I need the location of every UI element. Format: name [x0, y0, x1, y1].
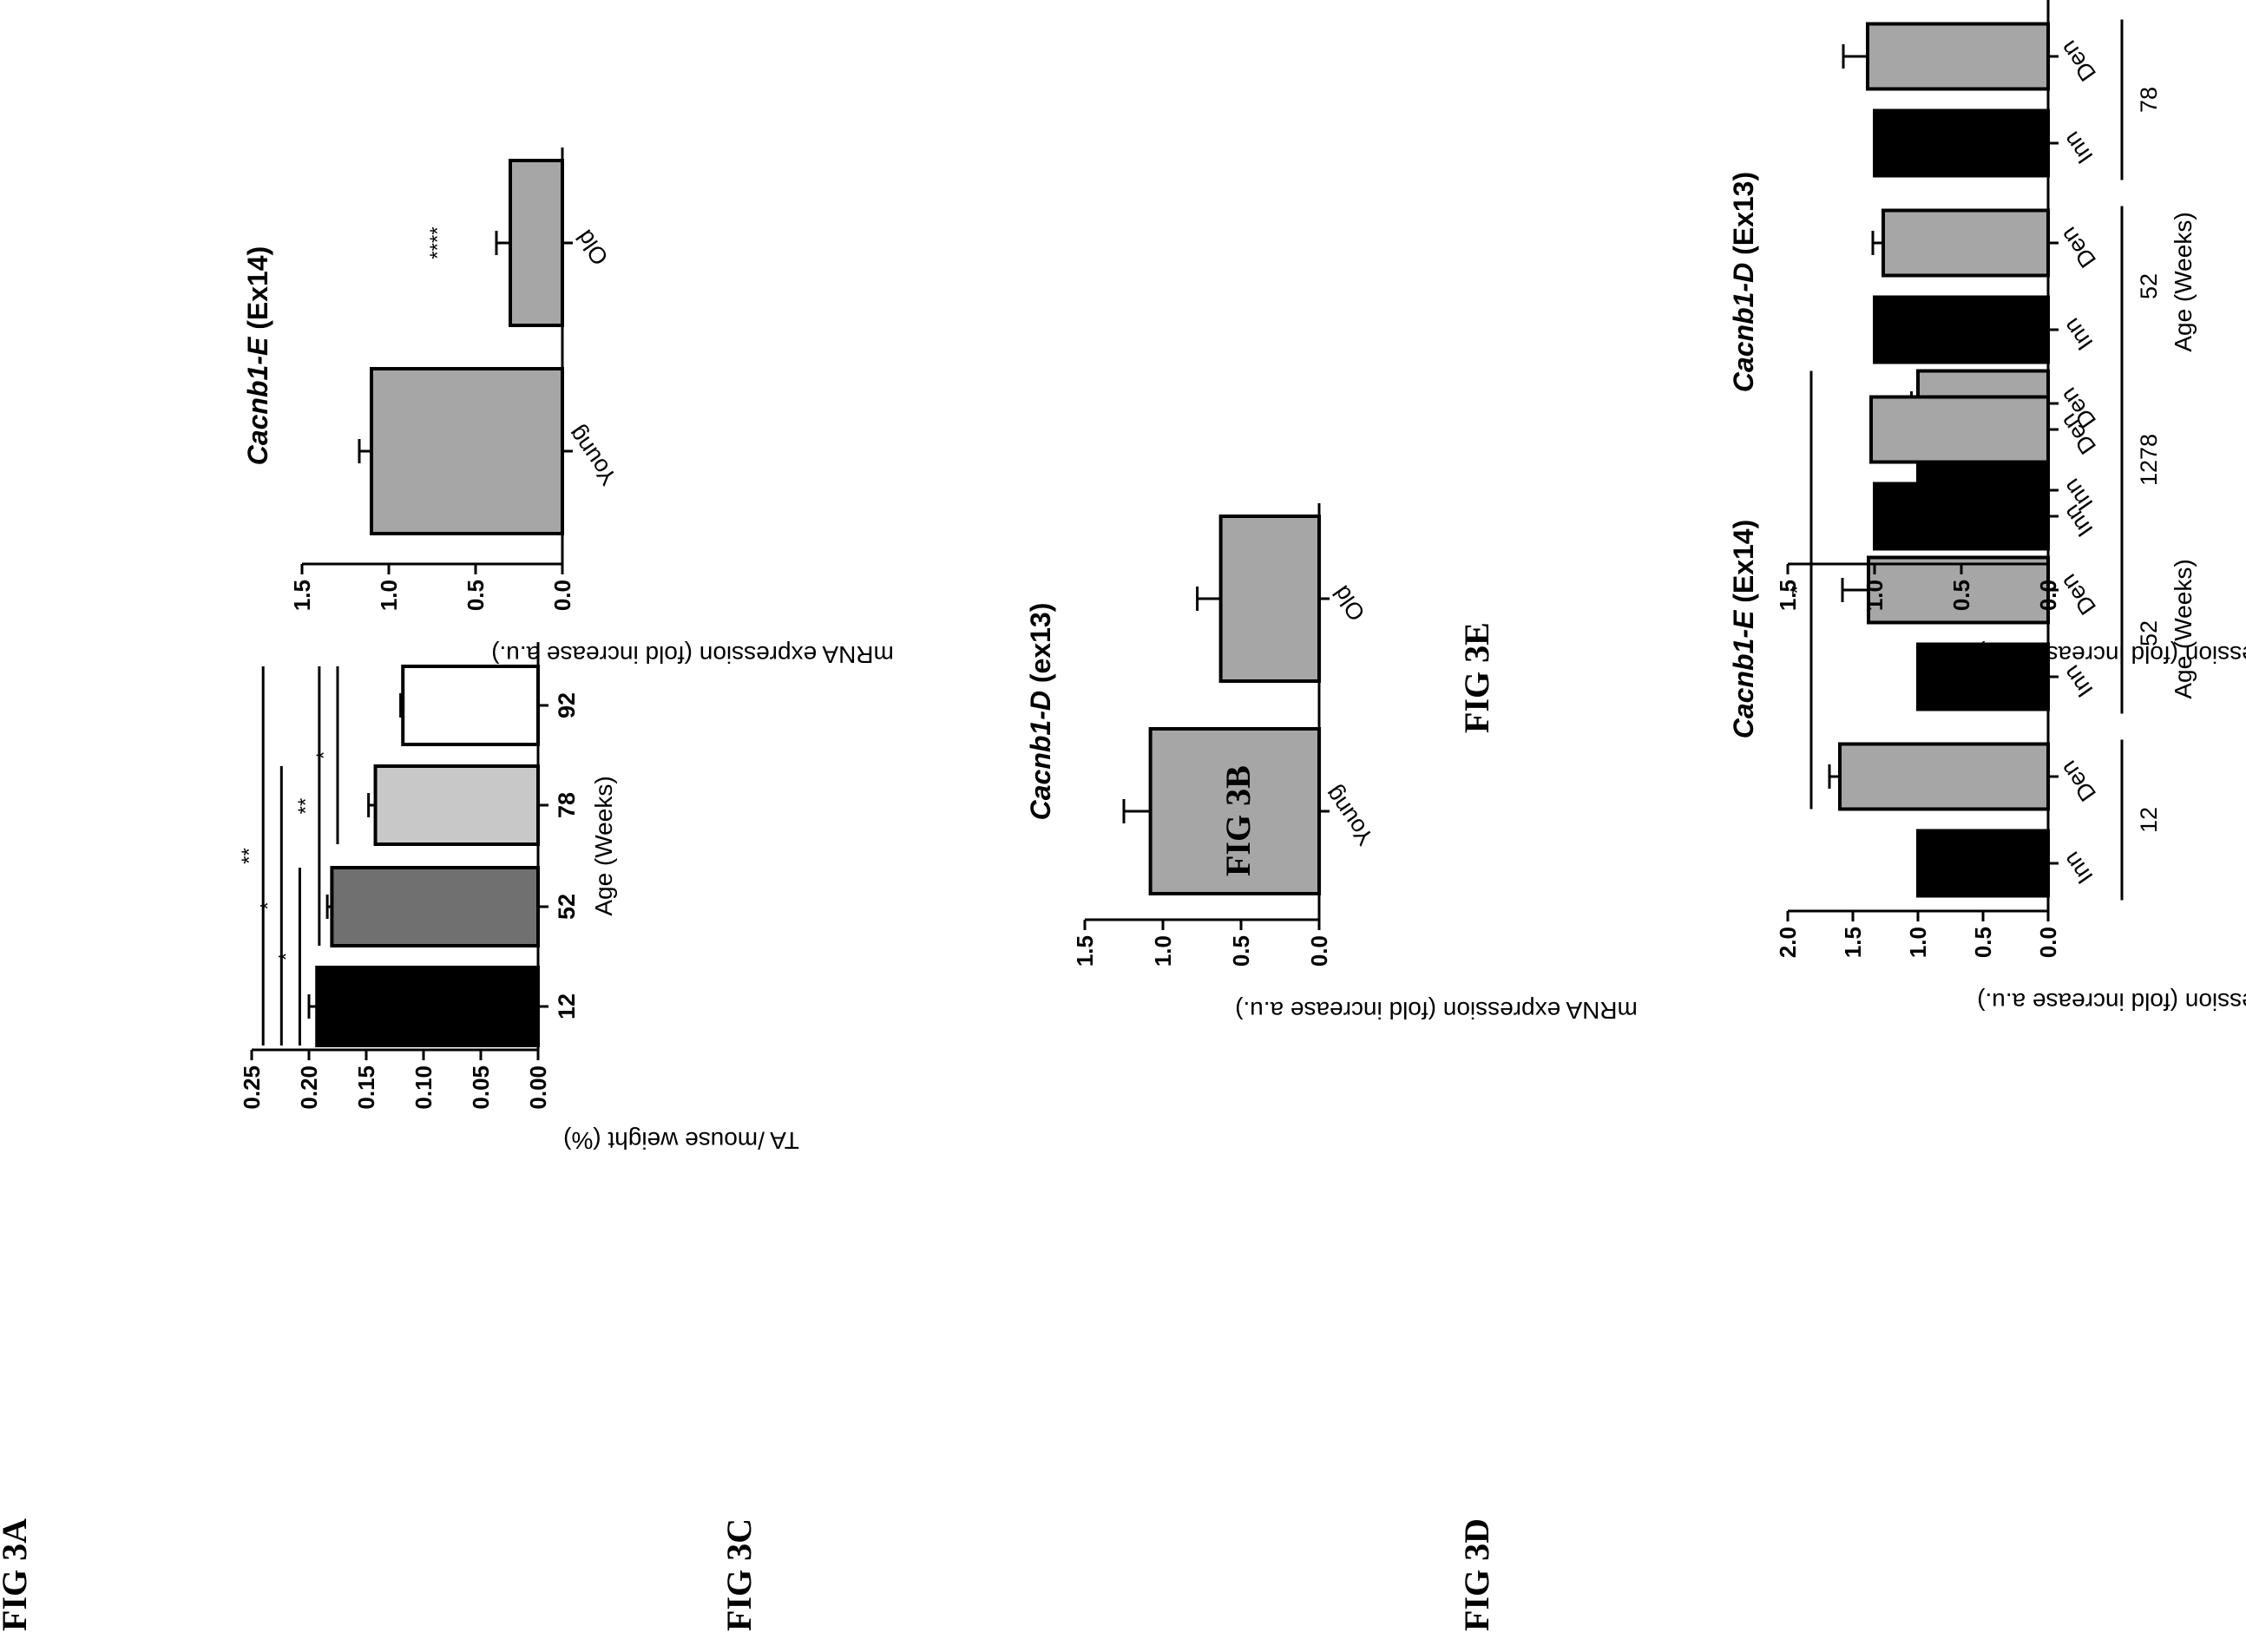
bar: [373, 764, 540, 846]
y-axis-label: mRNA expression (fold increase a.u.): [1235, 997, 1638, 1024]
panel-3D: 0.0 0.5 1.0 1.5 2.0 mRNA expression (fold inc…: [1728, 347, 2246, 1015]
chart-title: Cacnb1-D (Ex13): [1728, 172, 1759, 392]
significance-mark: **: [294, 798, 318, 815]
bar: [1869, 395, 2050, 464]
bar: [1873, 295, 2050, 364]
y-axis-label: TA /mouse weight (%): [563, 1127, 799, 1154]
y-axis-label: mRNA expression (fold increase a.u.): [1977, 641, 2246, 668]
y-tick-label: 0.5: [1970, 927, 1996, 958]
y-tick-label: 0.20: [296, 1065, 322, 1110]
y-tick-label: 0.5: [1228, 935, 1254, 967]
x-tick-label: 52: [554, 894, 580, 920]
x-tick-label: 12: [554, 993, 580, 1019]
y-tick-label: 1.0: [376, 580, 402, 611]
y-tick-label: 0.05: [468, 1065, 494, 1110]
title-exon: (Ex14): [1728, 520, 1759, 611]
significance-mark: *: [274, 953, 298, 960]
x-tick-label: Young: [1320, 782, 1379, 850]
x-tick-label: Den: [2055, 756, 2101, 806]
group-label: 12: [2136, 807, 2162, 833]
bar: [1873, 108, 2050, 178]
title-exon: (Ex13): [1728, 172, 1759, 263]
y-tick-label: 0.0: [2035, 580, 2061, 611]
y-axis-label: mRNA expression (fold increase a.u.): [1977, 988, 2246, 1015]
y-tick-label: 0.5: [463, 580, 489, 611]
x-tick-label: Den: [2055, 569, 2101, 620]
y-tick-label: 1.0: [1150, 935, 1176, 967]
panel-3A: 0.00 0.05 0.10 0.15 0.20 0.25 TA /mouse weight…: [238, 642, 799, 1154]
bar: [1218, 515, 1321, 683]
chart-title: Cacnb1-E (Ex14): [1728, 520, 1759, 739]
y-tick-label: 0.0: [2035, 927, 2061, 958]
panel-label-3E: FIG 3E: [1457, 622, 1496, 733]
title-exon: (Ex14): [242, 246, 273, 338]
x-axis-label: Age (Weeks): [2170, 559, 2197, 698]
bar: [370, 367, 564, 535]
bar: [315, 966, 540, 1047]
panel-label-3A: FIG 3A: [0, 1518, 34, 1631]
panel-3B: 0.0 0.5 1.0 1.5 mRNA expression (fold increa…: [242, 148, 894, 668]
title-gene: Cacnb1-E: [1728, 609, 1759, 738]
y-tick-label: 1.0: [1862, 580, 1888, 611]
bar: [330, 866, 540, 947]
y-tick-label: 1.5: [289, 580, 315, 611]
y-tick-label: 1.0: [1905, 927, 1931, 958]
y-tick-label: 1.5: [1840, 927, 1866, 958]
panel-label-3C: FIG 3C: [719, 1518, 759, 1631]
x-tick-label: Inn: [2059, 127, 2098, 168]
bar: [1916, 829, 2050, 898]
bar: [1873, 482, 2050, 551]
chart-title: Cacnb1-D (ex13): [1025, 603, 1056, 821]
title-gene: Cacnb1-D: [1025, 691, 1056, 820]
group-label: 52: [2136, 273, 2162, 299]
y-tick-label: 1.5: [1775, 580, 1801, 611]
x-axis-label: Age (Weeks): [590, 776, 617, 915]
panel-3C: 0.0 0.5 1.0 1.5 mRNA expression (fold increa…: [1025, 503, 1638, 1024]
title-gene: Cacnb1-D: [1728, 263, 1759, 392]
y-tick-label: 0.25: [239, 1065, 265, 1110]
bar: [1866, 22, 2050, 91]
y-tick-label: 0.10: [410, 1065, 437, 1110]
x-tick-label: Den: [2055, 222, 2101, 272]
significance-mark: ****: [426, 226, 450, 259]
panel-label-3D: FIG 3D: [1457, 1518, 1496, 1631]
title-gene: Cacnb1-E: [242, 336, 273, 465]
bar: [1838, 742, 2050, 811]
group-label: 52: [2136, 620, 2162, 646]
significance-mark: *: [1786, 586, 1809, 593]
title-exon: (ex13): [1025, 603, 1056, 691]
chart-title: Cacnb1-E (Ex14): [242, 246, 273, 466]
bar: [401, 665, 540, 746]
significance-mark: **: [238, 848, 261, 864]
y-tick-label: 1.5: [1072, 935, 1098, 967]
x-tick-label: 78: [554, 792, 580, 818]
group-label: 78: [2136, 434, 2162, 460]
x-tick-label: Old: [571, 225, 614, 270]
x-tick-label: Den: [2055, 36, 2101, 86]
y-tick-label: 0.0: [1306, 935, 1332, 967]
x-tick-label: Old: [1328, 580, 1370, 626]
y-axis-label: mRNA expression (fold increase a.u.): [491, 641, 894, 668]
group-label: 78: [2136, 87, 2162, 113]
x-tick-label: 92: [554, 692, 580, 718]
panel-label-3B: FIG 3B: [1218, 765, 1258, 876]
x-tick-label: Inn: [2059, 847, 2098, 888]
x-tick-label: Inn: [2059, 313, 2098, 355]
y-tick-label: 0.00: [525, 1065, 551, 1110]
y-tick-label: 0.0: [549, 580, 575, 611]
group-label: 12: [2136, 460, 2162, 486]
bar: [1882, 208, 2050, 278]
significance-mark: *: [256, 901, 279, 909]
x-axis-label: Age (Weeks): [2170, 212, 2197, 351]
significance-mark: *: [312, 751, 336, 759]
x-tick-label: Young: [563, 422, 622, 490]
y-tick-label: 2.0: [1775, 927, 1801, 958]
y-tick-label: 0.15: [353, 1065, 379, 1110]
y-tick-label: 0.5: [1948, 580, 1974, 611]
bar: [509, 159, 564, 327]
x-tick-label: Inn: [2059, 500, 2098, 541]
